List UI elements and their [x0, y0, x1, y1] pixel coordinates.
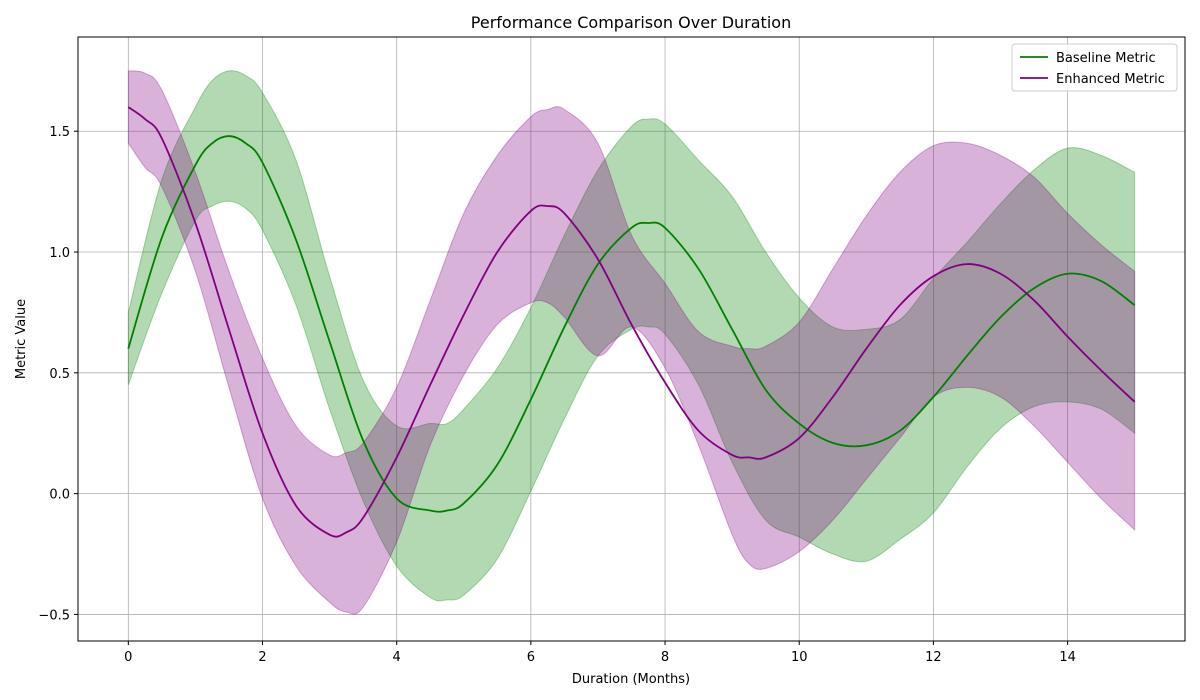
legend-label: Baseline Metric — [1056, 51, 1156, 66]
legend: Baseline Metric Enhanced Metric — [1011, 43, 1178, 92]
series-lines — [127, 106, 1136, 538]
axis-ticks: 0 2 4 6 8 10 12 14 −0.5 0.0 0.5 1.0 1.5 — [38, 125, 1075, 665]
y-tick-label: −0.5 — [38, 608, 70, 623]
x-tick-label: 14 — [1059, 650, 1076, 665]
y-axis-label: Metric Value — [14, 299, 29, 379]
grid-lines — [78, 37, 1185, 641]
x-tick-label: 12 — [925, 650, 942, 665]
chart-title: Performance Comparison Over Duration — [471, 13, 791, 32]
x-tick-label: 10 — [791, 650, 808, 665]
plot-frame — [77, 36, 1186, 642]
x-tick-label: 8 — [661, 650, 669, 665]
series-line-enhanced — [127, 106, 1136, 538]
x-tick-label: 4 — [393, 650, 401, 665]
y-tick-label: 0.0 — [49, 488, 70, 503]
series-line-baseline — [127, 135, 1136, 513]
confidence-bands — [127, 70, 1136, 615]
legend-label: Enhanced Metric — [1056, 72, 1165, 87]
legend-box — [1011, 43, 1178, 92]
confidence-band-enhanced — [127, 70, 1136, 615]
x-tick-label: 6 — [527, 650, 535, 665]
x-axis-label: Duration (Months) — [572, 672, 690, 687]
y-tick-label: 1.5 — [49, 125, 70, 140]
x-tick-label: 2 — [258, 650, 266, 665]
x-tick-label: 0 — [124, 650, 132, 665]
confidence-band-baseline — [127, 70, 1136, 602]
y-tick-label: 1.0 — [49, 246, 70, 261]
y-tick-label: 0.5 — [49, 367, 70, 382]
